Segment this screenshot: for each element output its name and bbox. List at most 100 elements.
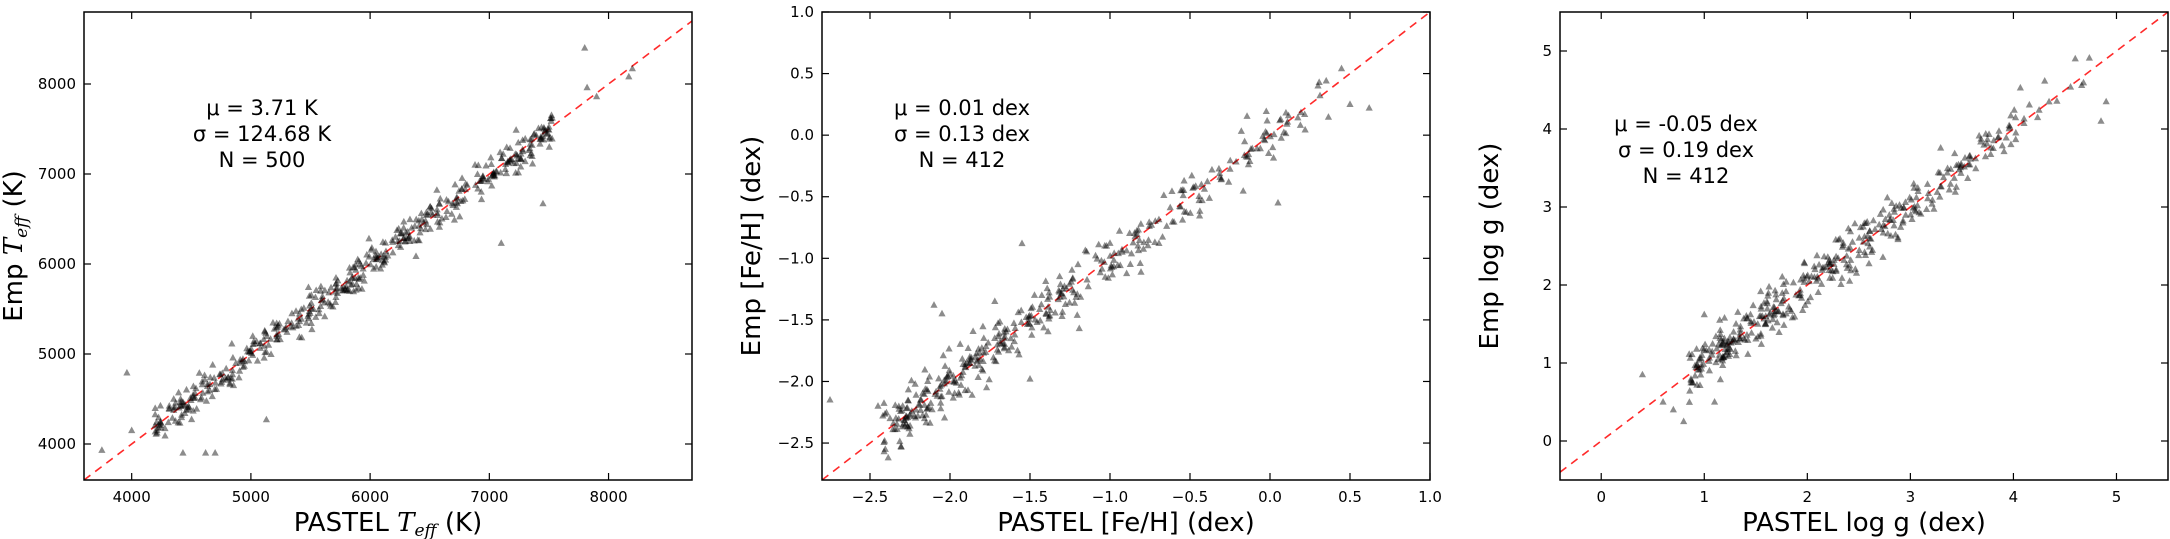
data-point xyxy=(1058,308,1067,315)
data-point xyxy=(1060,282,1069,289)
data-point xyxy=(267,350,275,358)
data-point xyxy=(280,325,288,333)
data-point xyxy=(1018,239,1026,247)
data-point xyxy=(512,169,520,176)
data-point xyxy=(1977,137,1985,145)
data-point xyxy=(966,359,974,367)
data-point xyxy=(1180,176,1188,184)
data-point xyxy=(1791,312,1799,320)
data-point xyxy=(189,407,197,414)
data-point xyxy=(901,421,909,429)
data-point xyxy=(1097,256,1106,264)
data-point xyxy=(1779,310,1787,317)
data-point xyxy=(1256,144,1264,152)
data-point xyxy=(449,201,457,209)
data-point xyxy=(926,419,934,426)
data-point xyxy=(217,379,225,387)
data-point xyxy=(1000,328,1008,336)
data-point xyxy=(1700,310,1708,318)
x-axis-label-teff: PASTEL Teff (K) xyxy=(294,508,482,539)
data-point xyxy=(920,414,929,422)
data-point xyxy=(2005,121,2013,129)
data-point xyxy=(2020,114,2028,122)
data-point xyxy=(1095,240,1103,248)
data-point xyxy=(1208,165,1216,173)
data-point xyxy=(940,379,948,387)
data-point xyxy=(324,298,332,305)
data-point xyxy=(1054,295,1062,303)
data-point xyxy=(1861,248,1869,255)
data-point xyxy=(1914,184,1922,191)
data-point xyxy=(1025,312,1033,320)
data-point xyxy=(305,307,313,315)
data-point xyxy=(421,225,430,233)
data-point xyxy=(415,236,423,244)
data-point xyxy=(545,122,553,130)
data-point xyxy=(949,393,957,401)
data-point xyxy=(1862,219,1870,226)
data-point xyxy=(236,355,244,363)
data-point xyxy=(477,188,485,195)
data-point xyxy=(906,410,915,417)
x-tick-label: 4000 xyxy=(113,488,151,506)
data-point xyxy=(442,196,451,203)
data-point xyxy=(1950,174,1958,181)
data-point xyxy=(927,399,935,406)
data-point xyxy=(456,212,464,220)
data-point xyxy=(1960,162,1968,170)
data-point xyxy=(1829,274,1837,281)
data-point xyxy=(479,174,487,182)
data-point xyxy=(1961,154,1969,161)
data-point xyxy=(1947,165,1955,172)
data-point xyxy=(1084,282,1092,290)
data-point xyxy=(471,161,479,168)
data-point xyxy=(1040,323,1048,331)
data-point xyxy=(1017,318,1025,325)
data-point xyxy=(408,224,416,231)
data-point xyxy=(528,152,536,159)
data-point xyxy=(1720,340,1728,347)
data-point xyxy=(307,304,316,312)
data-point xyxy=(502,160,510,168)
data-point xyxy=(1096,268,1104,276)
data-point xyxy=(1734,338,1742,346)
data-point xyxy=(294,314,302,322)
data-point xyxy=(244,347,252,355)
data-point xyxy=(992,357,1000,365)
data-point xyxy=(1116,261,1124,269)
data-point xyxy=(1836,234,1844,242)
data-point xyxy=(1788,313,1796,321)
data-point xyxy=(1848,238,1857,245)
data-point xyxy=(2007,140,2015,148)
stat-mu-logg: μ = -0.05 dex xyxy=(1614,112,1758,136)
data-point xyxy=(1028,331,1036,338)
data-point xyxy=(461,195,469,202)
data-point xyxy=(946,370,954,377)
data-point xyxy=(518,136,527,143)
data-point xyxy=(512,159,521,166)
data-point xyxy=(1763,304,1771,312)
data-point xyxy=(1824,258,1832,266)
data-point xyxy=(389,238,397,245)
data-point xyxy=(1863,232,1872,239)
data-point xyxy=(961,362,969,370)
data-point xyxy=(1691,371,1699,379)
data-point xyxy=(384,251,392,259)
data-point xyxy=(317,302,325,309)
data-point xyxy=(628,64,636,72)
data-point xyxy=(1246,157,1254,164)
data-point xyxy=(1294,113,1302,121)
data-point xyxy=(1216,173,1224,180)
x-tick-label: −1.0 xyxy=(1092,488,1128,506)
data-point xyxy=(359,264,367,272)
data-point xyxy=(541,127,549,135)
data-point xyxy=(128,426,136,434)
data-point xyxy=(161,424,169,432)
reference-line-feh xyxy=(821,11,1431,481)
data-point xyxy=(893,420,901,427)
data-point xyxy=(396,237,404,244)
data-point xyxy=(379,238,387,245)
data-point xyxy=(1137,268,1145,275)
data-point xyxy=(1964,174,1972,182)
